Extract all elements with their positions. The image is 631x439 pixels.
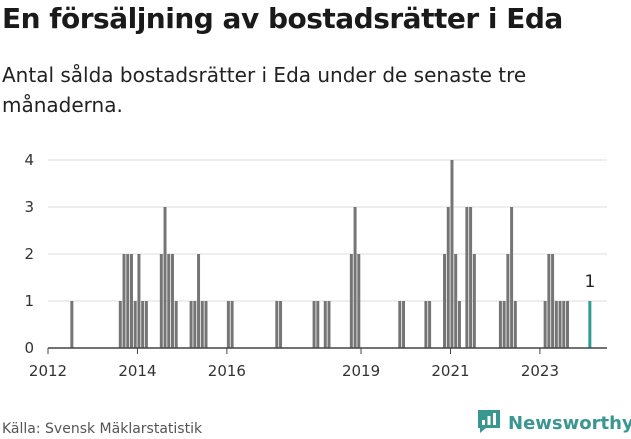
source-note: Källa: Svensk Mäklarstatistik bbox=[2, 421, 203, 437]
bar bbox=[118, 301, 122, 348]
bar bbox=[554, 301, 558, 348]
logo-text: Newsworthy bbox=[508, 412, 631, 434]
highlight-bar-label: 1 bbox=[584, 272, 595, 292]
bar bbox=[312, 301, 316, 348]
bar bbox=[174, 301, 178, 348]
bar bbox=[543, 301, 547, 348]
bar bbox=[141, 301, 145, 348]
bar bbox=[502, 301, 506, 348]
bar bbox=[547, 254, 551, 348]
bar bbox=[226, 301, 230, 348]
bar bbox=[353, 207, 357, 348]
highlight-bar bbox=[588, 301, 592, 348]
bar bbox=[197, 254, 201, 348]
bar bbox=[443, 254, 447, 348]
y-tick-label: 2 bbox=[24, 245, 34, 263]
bar bbox=[349, 254, 353, 348]
chart-title: En försäljning av bostadsrätter i Eda bbox=[2, 2, 563, 35]
bar bbox=[465, 207, 469, 348]
bar bbox=[446, 207, 450, 348]
x-tick-label: 2016 bbox=[208, 362, 246, 380]
bar bbox=[133, 301, 137, 348]
bar bbox=[402, 301, 406, 348]
bar bbox=[279, 301, 283, 348]
y-tick-label: 3 bbox=[24, 198, 34, 216]
y-tick-label: 4 bbox=[24, 151, 34, 169]
bar bbox=[424, 301, 428, 348]
bar bbox=[167, 254, 171, 348]
bar bbox=[398, 301, 402, 348]
bar bbox=[159, 254, 163, 348]
bar bbox=[70, 301, 74, 348]
bar bbox=[126, 254, 130, 348]
x-tick-label: 2014 bbox=[118, 362, 156, 380]
bar bbox=[327, 301, 331, 348]
x-tick-label: 2012 bbox=[29, 362, 67, 380]
bar bbox=[551, 254, 555, 348]
bar bbox=[170, 254, 174, 348]
bar bbox=[558, 301, 562, 348]
bar bbox=[566, 301, 569, 348]
bar bbox=[129, 254, 133, 348]
bar bbox=[189, 301, 193, 348]
newsworthy-logo: Newsworthy bbox=[476, 408, 631, 438]
bar bbox=[454, 254, 458, 348]
bar bbox=[193, 301, 197, 348]
bar bbox=[510, 207, 514, 348]
y-tick-label: 0 bbox=[24, 339, 34, 357]
bar bbox=[275, 301, 279, 348]
bar bbox=[122, 254, 126, 348]
bar bbox=[498, 301, 502, 348]
bar bbox=[144, 301, 148, 348]
bar bbox=[469, 207, 473, 348]
bar bbox=[357, 254, 361, 348]
y-tick-label: 1 bbox=[24, 292, 34, 310]
bar bbox=[472, 254, 476, 348]
x-tick-label: 2019 bbox=[342, 362, 380, 380]
bar bbox=[230, 301, 234, 348]
bar bbox=[163, 207, 167, 348]
bar bbox=[457, 301, 461, 348]
bar-chart: 0 1 2 3 4 1 2012 2014 2016 2019 2021 2023 bbox=[24, 151, 607, 380]
chart-subtitle: Antal sålda bostadsrätter i Eda under de… bbox=[2, 63, 527, 117]
x-tick-label: 2021 bbox=[431, 362, 469, 380]
bar bbox=[316, 301, 320, 348]
bar bbox=[204, 301, 208, 348]
bar bbox=[323, 301, 327, 348]
bar bbox=[513, 301, 517, 348]
bar bbox=[137, 254, 141, 348]
bar bbox=[506, 254, 510, 348]
bar bbox=[200, 301, 204, 348]
bar bbox=[450, 160, 454, 348]
x-tick-label: 2023 bbox=[521, 362, 559, 380]
bar bbox=[562, 301, 566, 348]
newsworthy-logo-icon bbox=[476, 408, 502, 438]
bar bbox=[428, 301, 432, 348]
